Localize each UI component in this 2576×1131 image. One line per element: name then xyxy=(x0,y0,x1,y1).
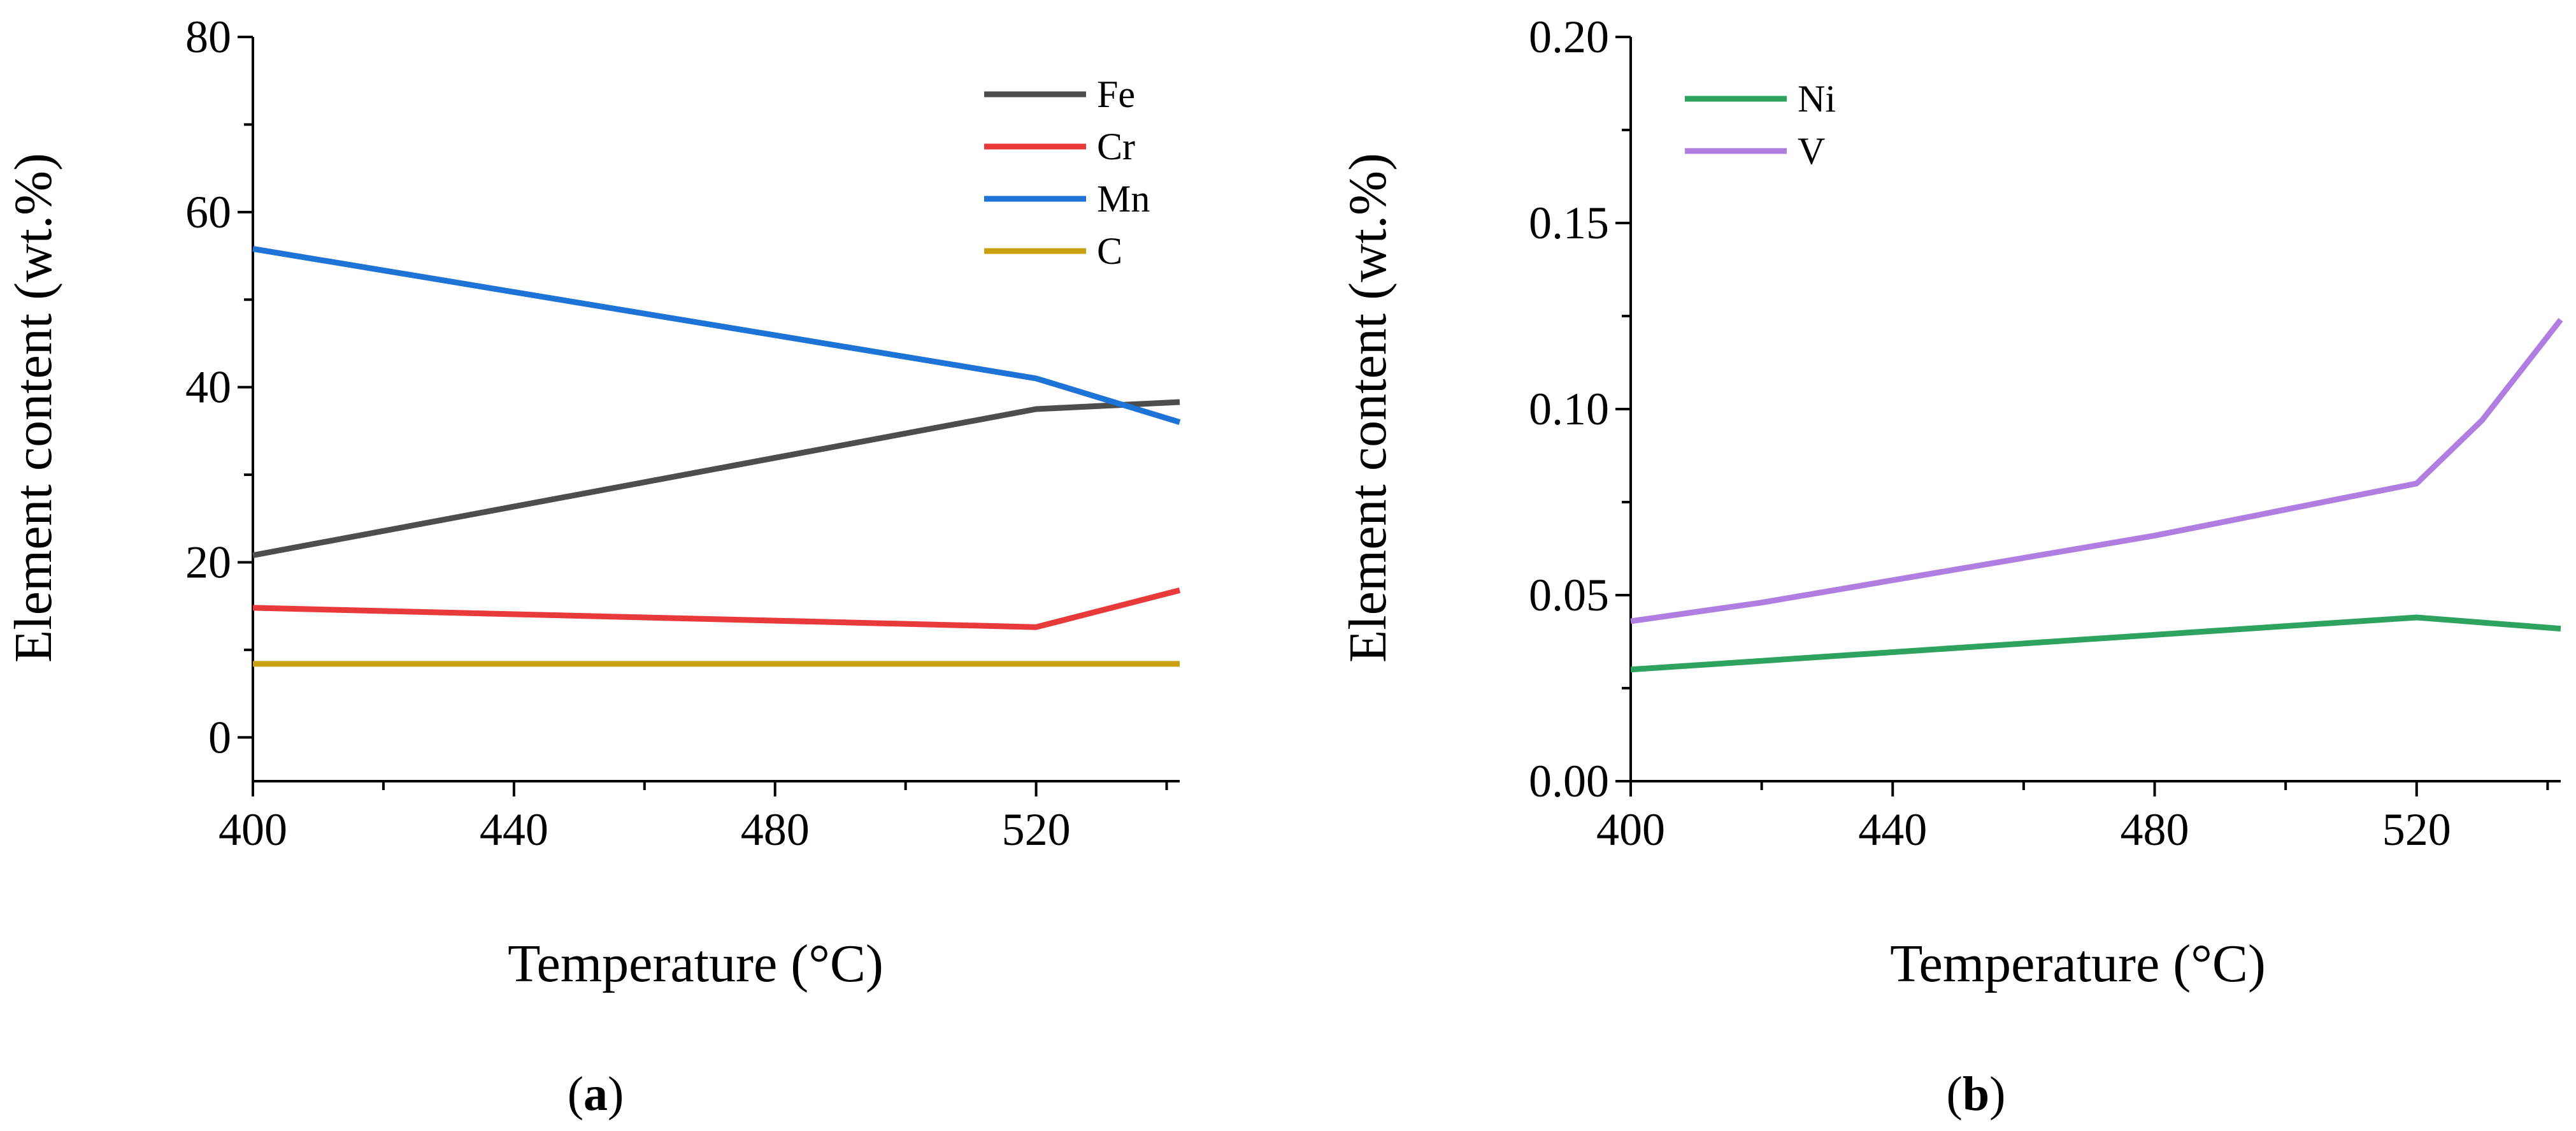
x-tick-label-b: 480 xyxy=(2121,804,2189,855)
y-tick-label-b: 0.20 xyxy=(1529,11,1609,62)
x-tick-label-a: 520 xyxy=(1002,804,1071,855)
legend-a: Fe Cr Mn C xyxy=(984,73,1150,272)
y-tick-label-a: 40 xyxy=(185,362,231,413)
series-line-mn xyxy=(252,246,1181,425)
x-tick-label-b: 400 xyxy=(1596,804,1665,855)
y-tick-label-a: 80 xyxy=(185,11,231,62)
y-tick-label-b: 0.15 xyxy=(1529,198,1609,249)
x-tick-label-a: 440 xyxy=(480,804,548,855)
panel-label-a: (a) xyxy=(568,1067,624,1121)
plot-area-a: 400 440 480 520 0 20 40 60 80 xyxy=(185,11,1181,855)
y-tick-label-b: 0.05 xyxy=(1529,570,1609,621)
legend-b: Ni V xyxy=(1685,78,1836,172)
x-tick-label-b: 440 xyxy=(1858,804,1927,855)
y-tick-label-a: 60 xyxy=(185,187,231,238)
x-tick-label-a: 400 xyxy=(218,804,287,855)
x-axis-title-b: Temperature (°C) xyxy=(1890,934,2266,993)
legend-label-mn: Mn xyxy=(1097,178,1150,220)
panel-b: 400 440 480 520 0.00 0.05 0.10 0.15 0.20 Tempera… xyxy=(1338,11,2563,1121)
y-tick-label-a: 0 xyxy=(208,712,231,763)
panel-a: 400 440 480 520 0 20 40 60 80 Temperature (°C) E… xyxy=(4,11,1181,1121)
legend-label-c: C xyxy=(1097,230,1122,272)
series-line-ni xyxy=(1630,614,2561,673)
y-tick-label-b: 0.10 xyxy=(1529,384,1609,435)
y-axis-title-b: Element content (wt.%) xyxy=(1338,153,1398,663)
x-tick-label-b: 520 xyxy=(2382,804,2451,855)
y-axis-title-a: Element content (wt.%) xyxy=(4,153,63,663)
legend-label-v: V xyxy=(1798,130,1825,172)
x-axis-title-a: Temperature (°C) xyxy=(508,934,884,993)
series-line-fe xyxy=(252,399,1180,558)
y-tick-label-b: 0.00 xyxy=(1529,756,1609,807)
y-tick-label-a: 20 xyxy=(185,537,231,587)
panel-label-b: (b) xyxy=(1947,1067,2006,1121)
plot-area-b: 400 440 480 520 0.00 0.05 0.10 0.15 0.20 xyxy=(1529,11,2563,855)
series-line-v xyxy=(1630,318,2563,624)
legend-label-ni: Ni xyxy=(1798,78,1836,120)
legend-label-cr: Cr xyxy=(1097,126,1135,168)
x-tick-label-a: 480 xyxy=(741,804,810,855)
series-line-cr xyxy=(252,587,1181,630)
legend-label-fe: Fe xyxy=(1097,73,1135,115)
